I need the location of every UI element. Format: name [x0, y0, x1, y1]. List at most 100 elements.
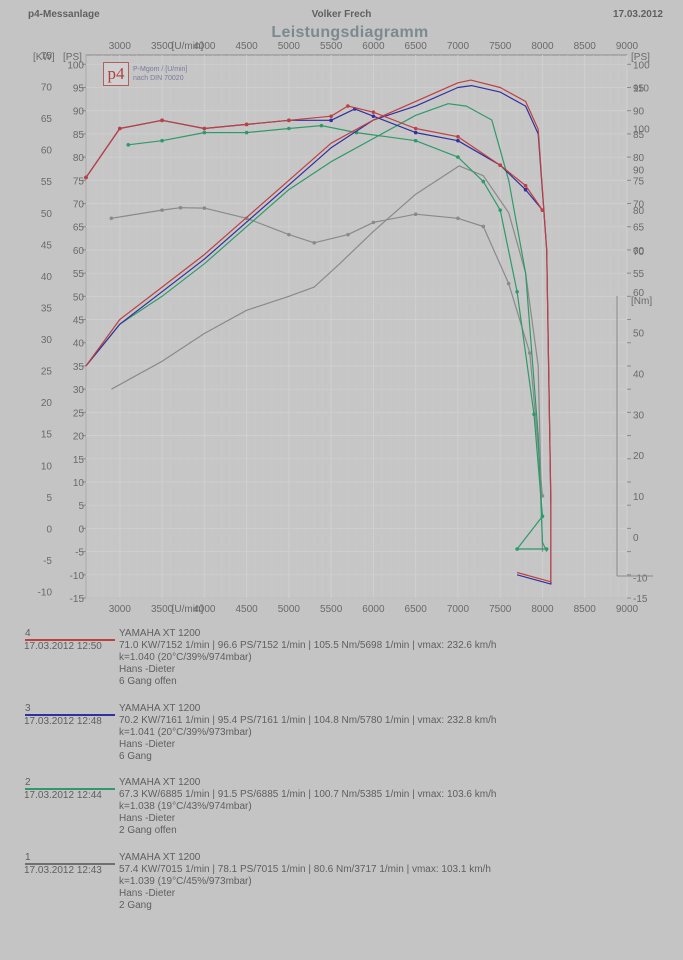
torque-point-run-4 [540, 208, 545, 212]
x-tick-label-bottom: 4000 [193, 604, 216, 615]
ps-right-tick-label: 95 [633, 83, 645, 94]
x-tick-label-top: 8000 [531, 41, 554, 52]
nm-unit-label: [Nm] [631, 296, 652, 307]
x-tick-label-bottom: 8500 [574, 604, 597, 615]
kw-tick-label: 65 [41, 114, 53, 125]
legend-line1: 67.3 KW/6885 1/min | 91.5 PS/6885 1/min … [119, 789, 497, 800]
torque-point-run-3 [523, 187, 528, 192]
kw-tick-label: 50 [41, 209, 53, 220]
x-tick-label-bottom: 3500 [151, 604, 174, 615]
ps-tick-label: 90 [73, 107, 85, 118]
ps-right-tick-label: 70 [633, 200, 645, 211]
torque-point-run-1 [346, 232, 350, 237]
legend-color-swatch [25, 863, 115, 865]
x-tick-label-top: 9000 [616, 41, 639, 52]
kw-tick-label: 40 [41, 272, 53, 283]
kw-tick-label: 25 [41, 367, 53, 378]
ps-right-tick-label: 75 [633, 176, 645, 187]
torque-point-run-2 [319, 123, 324, 128]
torque-curve-run-2 [128, 124, 547, 550]
ps-right-tick-label: 90 [633, 107, 645, 118]
ps-tick-label: 85 [73, 130, 85, 141]
x-tick-label-bottom: 3000 [109, 604, 132, 615]
torque-point-run-4 [456, 134, 460, 139]
legend-model: YAMAHA XT 1200 [119, 703, 201, 714]
torque-point-run-4 [346, 104, 350, 108]
kw-tick-label: -10 [38, 588, 53, 599]
power-curve-run-2 [85, 103, 548, 552]
logo-caption-line1: P-Mgom / [U/min] [133, 66, 188, 73]
logo-caption-line2: nach DIN 70020 [133, 75, 184, 82]
legend-run-number: 3 [25, 703, 31, 714]
legend-color-swatch [25, 714, 115, 716]
legend-line3: Hans -Dieter [119, 888, 176, 899]
legend-model: YAMAHA XT 1200 [119, 777, 201, 788]
kw-tick-label: -5 [43, 556, 52, 567]
nm-tick-label: 50 [633, 329, 645, 340]
ps-tick-label: 0 [78, 524, 84, 535]
ps-right-unit-label: [PS] [631, 52, 650, 63]
torque-point-run-2 [532, 412, 536, 417]
x-tick-label-bottom: 5500 [320, 604, 343, 615]
torque-point-run-4 [84, 175, 88, 180]
legend-model: YAMAHA XT 1200 [119, 628, 201, 639]
torque-point-run-1 [506, 281, 511, 286]
torque-point-run-2 [202, 130, 207, 135]
ps-tick-label: -5 [75, 548, 84, 559]
legend-line3: Hans -Dieter [119, 664, 176, 675]
nm-tick-label: 80 [633, 206, 645, 217]
torque-point-run-4 [118, 126, 122, 131]
nm-tick-label: -10 [633, 574, 648, 585]
x-tick-label-bottom: 5000 [278, 604, 301, 615]
torque-point-run-3 [329, 118, 333, 123]
header-author: Volker Frech [311, 9, 372, 20]
kw-tick-label: 0 [46, 524, 52, 535]
legend-line4: 6 Gang [119, 751, 152, 762]
torque-point-run-2 [540, 514, 545, 519]
kw-tick-label: 30 [41, 335, 53, 346]
kw-tick-label: 60 [41, 146, 53, 157]
nm-tick-label: 30 [633, 410, 645, 421]
power-torque-chart: 3000300035003500400040004500450050005000… [33, 41, 653, 615]
torque-point-run-4 [244, 122, 249, 127]
torque-point-run-1 [312, 241, 317, 245]
kw-tick-label: 75 [41, 51, 53, 62]
p4-logo: p4 [103, 62, 129, 86]
kw-tick-label: 55 [41, 177, 53, 188]
torque-point-run-2 [498, 208, 503, 212]
torque-point-run-2 [515, 547, 519, 551]
ps-tick-label: 20 [73, 432, 85, 443]
ps-right-tick-label: 65 [633, 223, 645, 234]
kw-tick-label: 70 [41, 83, 53, 94]
ps-right-tick-label: 100 [633, 60, 650, 71]
torque-point-run-1 [109, 216, 114, 221]
ps-tick-label: 30 [73, 385, 85, 396]
header-date: 17.03.2012 [612, 9, 663, 20]
legend-line1: 57.4 KW/7015 1/min | 78.1 PS/7015 1/min … [119, 864, 491, 875]
legend-line4: 6 Gang offen [119, 676, 177, 687]
legend-run-number: 1 [25, 852, 31, 863]
nm-tick-label: 110 [633, 84, 649, 95]
x-unit-label-top: [U/min] [172, 41, 204, 52]
kw-tick-label: 10 [41, 461, 53, 472]
torque-point-run-2 [456, 155, 460, 159]
torque-point-run-4 [329, 114, 333, 119]
legend-line2: k=1.040 (20°C/39%/974mbar) [119, 652, 252, 663]
ps-tick-label: 80 [73, 153, 85, 164]
ps-tick-label: 15 [73, 455, 85, 466]
x-tick-label-top: 3500 [151, 41, 174, 52]
legend-line1: 70.2 KW/7161 1/min | 95.4 PS/7161 1/min … [119, 715, 497, 726]
ps-tick-label: -15 [70, 594, 85, 605]
legend-model: YAMAHA XT 1200 [119, 852, 201, 863]
torque-curve-run-4 [85, 105, 543, 211]
kw-tick-label: 35 [41, 303, 53, 314]
ps-right-tick-label: 80 [633, 153, 645, 164]
x-unit-label-bottom: [U/min] [172, 604, 204, 615]
ps-tick-label: -10 [70, 571, 85, 582]
torque-point-run-1 [202, 206, 207, 210]
x-tick-label-bottom: 6500 [405, 604, 428, 615]
x-tick-label-top: 8500 [574, 41, 597, 52]
x-tick-label-bottom: 9000 [616, 604, 639, 615]
ps-unit-label: [PS] [63, 52, 82, 63]
torque-point-run-2 [544, 547, 549, 551]
